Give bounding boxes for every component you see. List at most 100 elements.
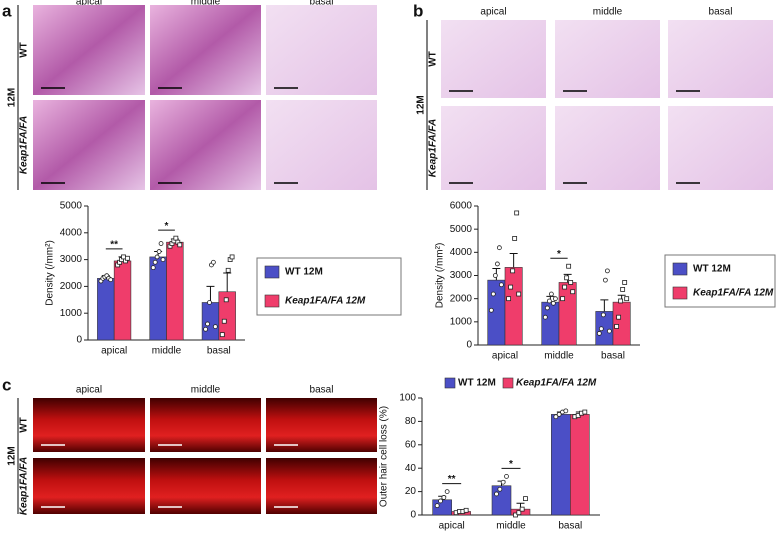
y-tick-label: 40 [405, 463, 417, 474]
data-point [516, 291, 522, 297]
error-bar [206, 285, 215, 303]
y-tick-label: 20 [405, 486, 417, 497]
error-bar [509, 252, 518, 268]
error-bar [600, 299, 609, 312]
data-point [463, 507, 469, 513]
micrograph [668, 20, 773, 98]
data-point [614, 324, 619, 329]
column-label: middle [191, 385, 221, 396]
micrograph [441, 20, 546, 98]
data-point [568, 280, 574, 285]
legend-label: Keap1FA/FA 12M [516, 378, 597, 389]
y-tick-label: 80 [405, 416, 417, 427]
bar [551, 414, 571, 516]
x-tick-label: apical [439, 521, 465, 532]
x-tick-label: apical [101, 346, 127, 357]
data-point [444, 489, 450, 495]
panel-letter: a [2, 1, 12, 20]
legend-swatch [502, 377, 514, 389]
column-label: apical [480, 7, 506, 18]
data-point [490, 291, 496, 297]
data-point [438, 498, 443, 504]
bar [570, 414, 590, 516]
data-point [154, 254, 160, 260]
data-point [441, 495, 447, 500]
y-tick-label: 3000 [60, 254, 83, 265]
y-tick-label: 1000 [60, 308, 83, 319]
bar [166, 241, 184, 341]
data-point [225, 267, 231, 273]
bar [487, 279, 506, 346]
significance-label: ** [110, 240, 118, 251]
y-tick-label: 0 [410, 510, 416, 521]
legend-swatch [672, 286, 688, 300]
legend-box [256, 257, 402, 316]
column-label: apical [76, 0, 102, 8]
data-point [203, 326, 208, 332]
row-label: Keap1FA/FA [19, 116, 30, 174]
data-point [500, 479, 506, 485]
data-point [562, 284, 568, 290]
panel-letter: b [413, 1, 423, 20]
data-point [600, 312, 606, 318]
significance-label: * [557, 249, 561, 260]
data-point [516, 510, 522, 516]
micrograph [441, 106, 546, 190]
x-tick-label: apical [492, 351, 518, 362]
x-tick-label: middle [544, 351, 574, 362]
legend-label: WT 12M [458, 378, 496, 389]
panel-letter: c [2, 375, 11, 394]
data-point [519, 506, 525, 512]
data-point [550, 300, 556, 306]
x-tick-label: basal [558, 521, 582, 532]
y-tick-label: 6000 [450, 201, 473, 212]
data-point [207, 300, 212, 305]
y-tick-label: 5000 [450, 224, 473, 235]
micrograph [555, 106, 660, 190]
data-point [563, 408, 569, 414]
data-point [560, 296, 565, 302]
y-axis-label: Outer hair cell loss (%) [379, 406, 390, 507]
y-tick-label: 60 [405, 439, 417, 450]
legend-swatch [264, 265, 280, 279]
data-point [150, 265, 156, 271]
data-point [582, 409, 588, 415]
row-label: Keap1FA/FA [19, 457, 30, 515]
data-point [223, 297, 229, 303]
micrograph [33, 100, 145, 190]
micrograph [33, 458, 145, 514]
data-point [523, 496, 528, 502]
data-point [604, 268, 610, 274]
data-point [212, 324, 218, 330]
data-point [496, 245, 502, 251]
bar [612, 301, 631, 346]
data-point [566, 263, 572, 269]
data-point [108, 277, 114, 283]
x-tick-label: basal [207, 346, 231, 357]
data-point [173, 235, 179, 241]
legend-label: WT 12M [693, 264, 731, 275]
micrograph [150, 458, 261, 514]
data-point [229, 254, 235, 260]
data-point [512, 236, 518, 241]
group-label: 12M [7, 88, 18, 107]
data-point [210, 259, 216, 265]
y-tick-label: 0 [466, 340, 472, 351]
data-point [510, 268, 516, 274]
data-point [596, 331, 602, 336]
x-tick-label: middle [496, 521, 526, 532]
column-label: basal [709, 7, 733, 18]
data-point [556, 411, 562, 417]
data-point [219, 332, 225, 338]
micrograph [150, 398, 261, 452]
data-point [508, 284, 514, 290]
data-point [488, 307, 494, 313]
data-point [121, 254, 126, 260]
legend-swatch [672, 262, 688, 276]
row-label: WT [19, 42, 30, 58]
y-tick-label: 1000 [450, 316, 473, 327]
data-point [514, 210, 520, 216]
data-point [602, 277, 608, 283]
data-point [544, 305, 550, 311]
data-point [125, 255, 130, 261]
